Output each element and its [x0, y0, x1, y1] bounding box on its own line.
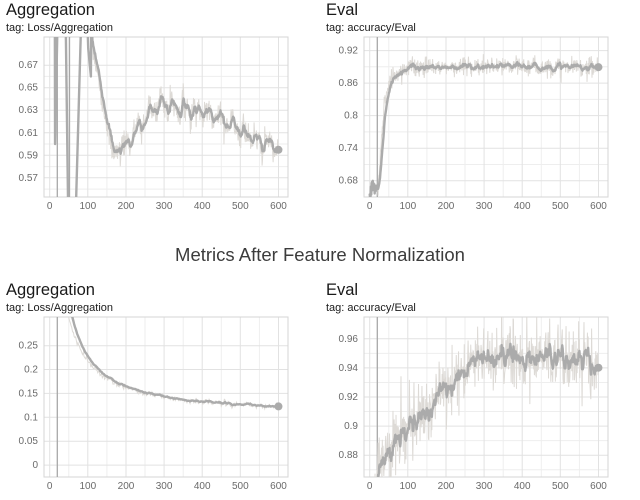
svg-text:0.05: 0.05 [19, 436, 39, 447]
svg-text:0.94: 0.94 [339, 363, 359, 374]
svg-text:0: 0 [47, 201, 53, 212]
svg-text:0: 0 [367, 481, 373, 492]
svg-text:0.88: 0.88 [339, 450, 359, 461]
svg-text:500: 500 [552, 481, 569, 492]
svg-text:0.67: 0.67 [19, 60, 39, 71]
svg-text:0.57: 0.57 [19, 173, 39, 184]
svg-text:0.96: 0.96 [339, 334, 359, 345]
svg-text:100: 100 [79, 201, 96, 212]
svg-text:600: 600 [590, 481, 607, 492]
svg-text:0.9: 0.9 [344, 421, 358, 432]
svg-text:100: 100 [399, 201, 416, 212]
svg-text:0: 0 [32, 460, 38, 471]
svg-text:300: 300 [476, 201, 493, 212]
svg-text:400: 400 [514, 481, 531, 492]
svg-text:0.8: 0.8 [344, 111, 358, 122]
svg-text:0.92: 0.92 [339, 392, 359, 403]
svg-text:100: 100 [79, 481, 96, 492]
svg-text:500: 500 [232, 481, 249, 492]
svg-text:0.74: 0.74 [339, 143, 359, 154]
svg-text:0.68: 0.68 [339, 176, 359, 187]
svg-text:0: 0 [47, 481, 53, 492]
svg-text:300: 300 [476, 481, 493, 492]
svg-text:500: 500 [552, 201, 569, 212]
svg-text:0.15: 0.15 [19, 388, 39, 399]
svg-text:0.86: 0.86 [339, 78, 359, 89]
svg-text:0.61: 0.61 [19, 128, 39, 139]
svg-text:500: 500 [232, 201, 249, 212]
svg-text:400: 400 [194, 201, 211, 212]
svg-text:400: 400 [194, 481, 211, 492]
svg-text:0.65: 0.65 [19, 83, 39, 94]
svg-text:600: 600 [270, 481, 287, 492]
svg-text:0.59: 0.59 [19, 150, 39, 161]
svg-text:0.2: 0.2 [24, 365, 38, 376]
svg-text:600: 600 [590, 201, 607, 212]
svg-text:300: 300 [156, 481, 173, 492]
svg-text:200: 200 [438, 201, 455, 212]
svg-text:0.63: 0.63 [19, 105, 39, 116]
svg-text:200: 200 [118, 481, 135, 492]
svg-text:0.25: 0.25 [19, 341, 39, 352]
svg-text:600: 600 [270, 201, 287, 212]
svg-text:300: 300 [156, 201, 173, 212]
svg-text:100: 100 [399, 481, 416, 492]
svg-text:200: 200 [118, 201, 135, 212]
svg-text:400: 400 [514, 201, 531, 212]
svg-text:0.1: 0.1 [24, 412, 38, 423]
svg-text:200: 200 [438, 481, 455, 492]
svg-text:0.92: 0.92 [339, 46, 359, 57]
svg-text:0: 0 [367, 201, 373, 212]
